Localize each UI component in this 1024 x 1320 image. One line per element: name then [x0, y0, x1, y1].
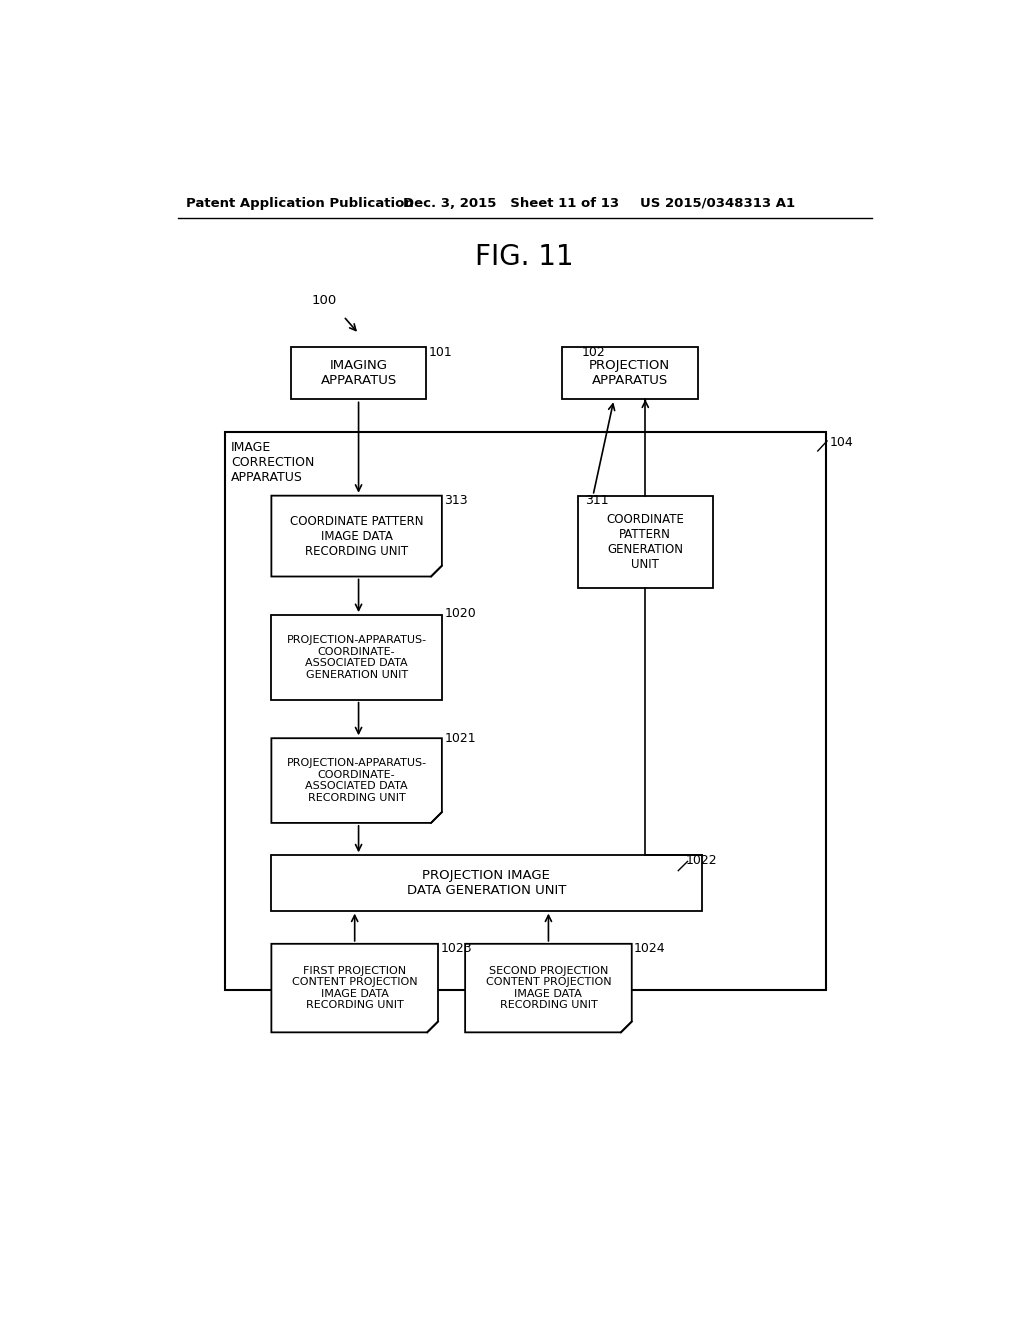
Bar — [291, 347, 426, 400]
Bar — [271, 855, 701, 911]
Text: PROJECTION IMAGE
DATA GENERATION UNIT: PROJECTION IMAGE DATA GENERATION UNIT — [407, 869, 566, 898]
Text: 311: 311 — [586, 494, 609, 507]
Text: 1024: 1024 — [634, 942, 666, 956]
Text: 104: 104 — [830, 436, 854, 449]
Text: 1023: 1023 — [440, 942, 472, 956]
Bar — [271, 615, 442, 700]
Bar — [562, 347, 697, 400]
Text: 100: 100 — [311, 294, 337, 308]
Text: 102: 102 — [582, 346, 605, 359]
Text: PROJECTION
APPARATUS: PROJECTION APPARATUS — [589, 359, 671, 387]
Text: COORDINATE PATTERN
IMAGE DATA
RECORDING UNIT: COORDINATE PATTERN IMAGE DATA RECORDING … — [290, 515, 423, 557]
Text: 1021: 1021 — [444, 733, 476, 744]
Text: IMAGE
CORRECTION
APPARATUS: IMAGE CORRECTION APPARATUS — [231, 441, 314, 484]
Text: COORDINATE
PATTERN
GENERATION
UNIT: COORDINATE PATTERN GENERATION UNIT — [606, 513, 684, 570]
Text: 101: 101 — [429, 346, 453, 359]
Text: Dec. 3, 2015   Sheet 11 of 13: Dec. 3, 2015 Sheet 11 of 13 — [403, 197, 620, 210]
Text: Patent Application Publication: Patent Application Publication — [186, 197, 414, 210]
Text: 1020: 1020 — [444, 607, 476, 620]
Text: 1022: 1022 — [686, 854, 718, 867]
Text: SECOND PROJECTION
CONTENT PROJECTION
IMAGE DATA
RECORDING UNIT: SECOND PROJECTION CONTENT PROJECTION IMA… — [485, 966, 611, 1011]
Text: 313: 313 — [444, 494, 468, 507]
Text: PROJECTION-APPARATUS-
COORDINATE-
ASSOCIATED DATA
GENERATION UNIT: PROJECTION-APPARATUS- COORDINATE- ASSOCI… — [287, 635, 427, 680]
Text: FIRST PROJECTION
CONTENT PROJECTION
IMAGE DATA
RECORDING UNIT: FIRST PROJECTION CONTENT PROJECTION IMAG… — [292, 966, 418, 1011]
Polygon shape — [465, 944, 632, 1032]
Text: FIG. 11: FIG. 11 — [475, 243, 574, 271]
Text: US 2015/0348313 A1: US 2015/0348313 A1 — [640, 197, 795, 210]
Text: PROJECTION-APPARATUS-
COORDINATE-
ASSOCIATED DATA
RECORDING UNIT: PROJECTION-APPARATUS- COORDINATE- ASSOCI… — [287, 758, 427, 803]
Polygon shape — [271, 944, 438, 1032]
Bar — [225, 432, 825, 990]
Polygon shape — [271, 738, 442, 822]
Bar — [578, 496, 713, 589]
Polygon shape — [271, 496, 442, 577]
Text: IMAGING
APPARATUS: IMAGING APPARATUS — [321, 359, 396, 387]
